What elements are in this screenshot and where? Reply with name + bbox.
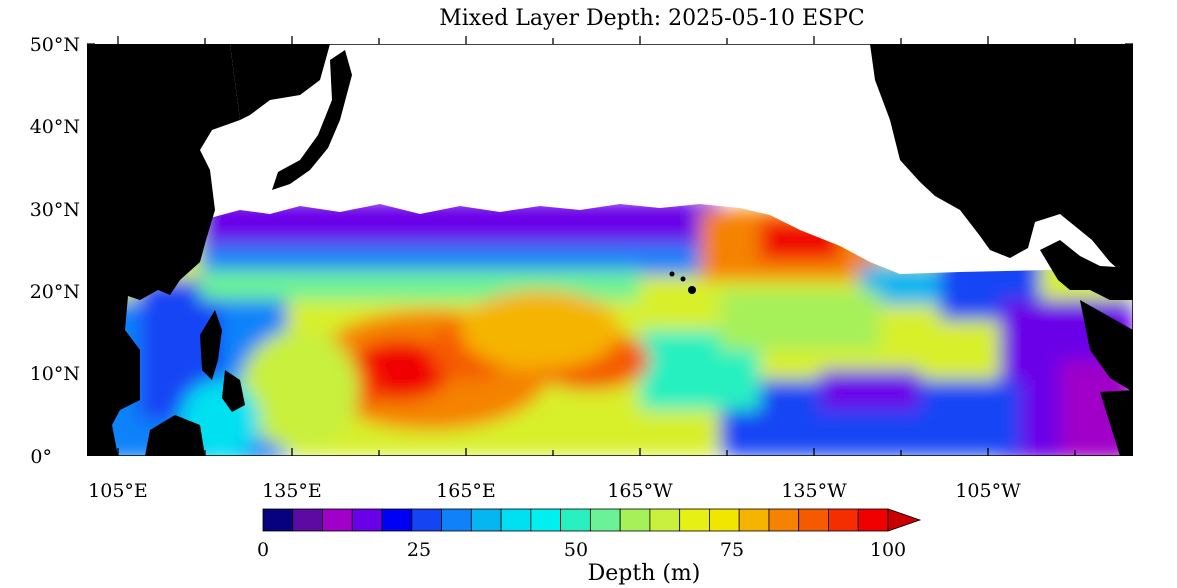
- colorbar-swatch: [292, 508, 323, 532]
- lat-label: 10°N: [30, 363, 80, 385]
- lat-label: 30°N: [30, 199, 80, 221]
- lat-label: 0°: [30, 446, 52, 468]
- colorbar-tick-labels: 0 25 50 75 100: [257, 539, 906, 561]
- lat-label: 40°N: [30, 116, 80, 138]
- lon-label: 165°W: [607, 480, 673, 502]
- colorbar-swatch: [470, 508, 502, 532]
- lon-label: 135°E: [262, 480, 322, 502]
- colorbar-swatch: [500, 508, 532, 532]
- colorbar-swatch: [262, 508, 294, 532]
- colorbar-tick-label: 50: [564, 539, 588, 561]
- colorbar: [262, 508, 922, 532]
- colorbar-swatch: [828, 508, 859, 532]
- lon-label: 105°W: [955, 480, 1021, 502]
- land-masses: [87, 44, 1133, 456]
- colorbar-swatch: [322, 508, 353, 532]
- colorbar-swatch: [589, 508, 621, 532]
- longitude-labels: 105°E 135°E 165°E 165°W 135°W 105°W: [88, 480, 1021, 502]
- lat-label: 50°N: [30, 34, 80, 56]
- axes-ticks: [87, 36, 1133, 456]
- colorbar-extend-arrow: [887, 508, 922, 532]
- colorbar-swatch: [679, 508, 710, 532]
- colorbar-tick-label: 25: [407, 539, 431, 561]
- colorbar-swatch: [857, 508, 889, 532]
- nodata-region: [87, 44, 1133, 274]
- colorbar-swatch: [649, 508, 681, 532]
- colorbar-swatch: [411, 508, 442, 532]
- colorbar-swatch: [381, 508, 413, 532]
- colorbar-label: Depth (m): [588, 561, 701, 586]
- colorbar-swatch: [560, 508, 591, 532]
- figure-title: Mixed Layer Depth: 2025-05-10 ESPC: [439, 6, 865, 31]
- lon-label: 135°W: [781, 480, 847, 502]
- colorbar-swatch: [530, 508, 562, 532]
- latitude-labels: 50°N 40°N 30°N 20°N 10°N 0°: [30, 34, 80, 468]
- colorbar-tick-label: 0: [257, 539, 269, 561]
- colorbar-swatch: [798, 508, 829, 532]
- colorbar-swatch: [351, 508, 383, 532]
- lon-label: 105°E: [88, 480, 148, 502]
- colorbar-swatch: [619, 508, 651, 532]
- map-panel: [87, 44, 1133, 456]
- colorbar-swatch: [441, 508, 472, 532]
- colorbar-swatch: [709, 508, 740, 532]
- lat-label: 20°N: [30, 281, 80, 303]
- colorbar-tick-label: 75: [720, 539, 744, 561]
- colorbar-swatch: [768, 508, 800, 532]
- colorbar-tick-label: 100: [870, 539, 906, 561]
- colorbar-swatch: [738, 508, 770, 532]
- lon-label: 165°E: [436, 480, 496, 502]
